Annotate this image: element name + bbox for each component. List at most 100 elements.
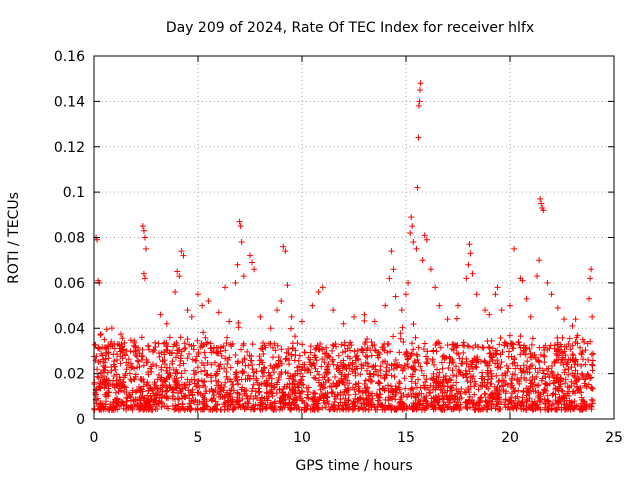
background-point [134, 396, 141, 403]
background-point [134, 364, 141, 371]
background-point [289, 373, 296, 380]
background-point [495, 378, 502, 385]
background-point [98, 406, 105, 413]
background-point [121, 388, 128, 395]
data-point [427, 266, 434, 273]
background-point [178, 348, 185, 355]
background-point [495, 363, 502, 370]
background-point [523, 385, 530, 392]
background-point [301, 406, 308, 413]
background-point [329, 347, 336, 354]
background-point [368, 338, 375, 345]
background-point [417, 363, 424, 370]
background-point [300, 382, 307, 389]
background-point [136, 350, 143, 357]
background-point [269, 390, 276, 397]
background-point [549, 369, 556, 376]
background-point [272, 406, 279, 413]
data-point [138, 334, 145, 341]
data-point [390, 266, 397, 273]
background-point [423, 376, 430, 383]
background-point [497, 334, 504, 341]
data-point [299, 318, 305, 325]
background-point [488, 370, 495, 377]
background-point [99, 352, 106, 359]
background-point [221, 365, 228, 372]
background-point [162, 388, 169, 395]
background-point [544, 392, 551, 399]
background-point [304, 365, 311, 372]
background-point [239, 368, 246, 375]
background-point [569, 351, 576, 358]
background-point [225, 356, 231, 363]
background-point [569, 342, 576, 349]
background-point [568, 364, 575, 371]
data-point [392, 293, 399, 300]
chart-title: Day 209 of 2024, Rate Of TEC Index for r… [166, 20, 534, 36]
background-point [433, 366, 440, 373]
background-point [158, 404, 165, 411]
background-point [458, 386, 465, 393]
background-point [586, 375, 593, 382]
background-point [156, 353, 163, 360]
background-point [420, 346, 427, 353]
background-point [257, 397, 264, 404]
background-point [455, 369, 462, 376]
background-point [230, 406, 237, 413]
background-point [515, 398, 522, 405]
background-point [150, 390, 157, 397]
background-point [349, 403, 356, 410]
background-point [177, 334, 184, 341]
background-point [368, 393, 375, 400]
background-point [464, 342, 471, 349]
background-point [159, 382, 166, 389]
background-point [102, 391, 109, 398]
data-point [157, 311, 164, 318]
background-point [100, 379, 107, 386]
background-point [130, 398, 137, 405]
background-point [242, 405, 249, 412]
background-point [341, 381, 348, 388]
y-tick-label: 0.04 [54, 321, 85, 337]
grid-lines [94, 56, 614, 419]
data-point [309, 302, 316, 309]
background-point [148, 368, 155, 375]
data-point [205, 298, 212, 305]
background-point [574, 340, 581, 347]
background-point [138, 402, 145, 409]
background-point [558, 387, 565, 394]
background-point [386, 367, 393, 374]
background-point [114, 356, 121, 363]
background-point [339, 363, 346, 370]
background-point [523, 364, 530, 371]
background-point [268, 405, 275, 412]
background-point [113, 377, 120, 384]
background-point [530, 402, 537, 409]
background-point [392, 357, 399, 364]
background-point [397, 335, 404, 342]
background-point [539, 367, 546, 374]
background-point [433, 340, 440, 347]
background-point [554, 371, 561, 378]
background-point [585, 356, 592, 363]
background-point [246, 352, 253, 359]
background-point [464, 378, 471, 385]
background-point [151, 339, 158, 346]
background-point [348, 342, 355, 349]
background-point [227, 341, 234, 348]
background-point [167, 350, 174, 357]
background-point [471, 391, 478, 398]
background-point [298, 377, 305, 384]
background-point [423, 359, 430, 366]
background-point [375, 354, 382, 361]
background-point [212, 387, 219, 394]
background-point [299, 361, 306, 368]
background-point [453, 379, 460, 386]
background-point [369, 342, 376, 349]
background-point [323, 393, 330, 400]
background-point [202, 334, 209, 341]
background-point [381, 347, 388, 354]
background-point [559, 334, 566, 341]
background-point [425, 403, 432, 410]
background-point [460, 349, 467, 356]
